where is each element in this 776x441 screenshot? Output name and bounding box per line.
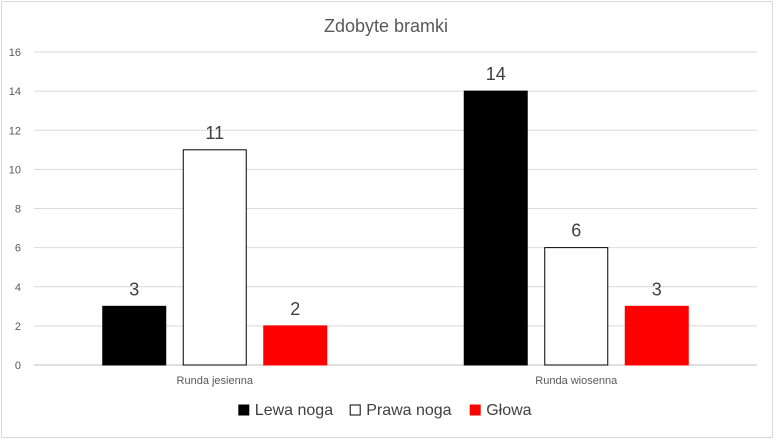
y-tick-label: 10	[9, 164, 21, 176]
data-label: 14	[486, 64, 506, 84]
data-label: 6	[571, 221, 581, 241]
legend-label: Głowa	[486, 402, 531, 419]
legend-swatch	[238, 404, 250, 416]
y-tick-label: 6	[15, 243, 21, 255]
legend-swatch	[349, 404, 361, 416]
data-label: 2	[290, 299, 300, 319]
y-axis: 0 2 4 6 8 10 12 14 16	[9, 47, 21, 372]
y-tick-label: 2	[15, 321, 21, 333]
bar-lewa-noga	[463, 90, 528, 366]
chart-title: Zdobyte bramki	[324, 16, 448, 36]
legend: Lewa noga Prawa noga Głowa	[238, 402, 532, 419]
y-tick-label: 16	[9, 47, 21, 59]
y-tick-label: 4	[15, 282, 21, 294]
bars: 3 11 2 14 6 3	[102, 64, 689, 366]
y-tick-label: 12	[9, 125, 21, 137]
legend-item: Głowa	[469, 402, 532, 419]
y-tick-label: 0	[15, 360, 21, 372]
data-label: 3	[129, 279, 139, 299]
x-axis: Runda jesienna Runda wiosenna	[177, 375, 619, 387]
bar-głowa	[263, 325, 328, 366]
y-tick-label: 14	[9, 86, 21, 98]
category-label: Runda jesienna	[177, 375, 254, 387]
category-label: Runda wiosenna	[535, 375, 618, 387]
bar-prawa-noga	[544, 247, 609, 366]
legend-item: Lewa noga	[238, 402, 333, 419]
legend-label: Lewa noga	[255, 402, 333, 419]
bar-prawa-noga	[182, 149, 247, 366]
data-label: 3	[652, 279, 662, 299]
legend-swatch	[469, 404, 481, 416]
legend-label: Prawa noga	[366, 402, 451, 419]
y-tick-label: 8	[15, 204, 21, 216]
bar-lewa-noga	[102, 305, 167, 366]
bar-głowa	[624, 305, 689, 366]
data-label: 11	[205, 123, 224, 143]
legend-item: Prawa noga	[349, 402, 452, 419]
